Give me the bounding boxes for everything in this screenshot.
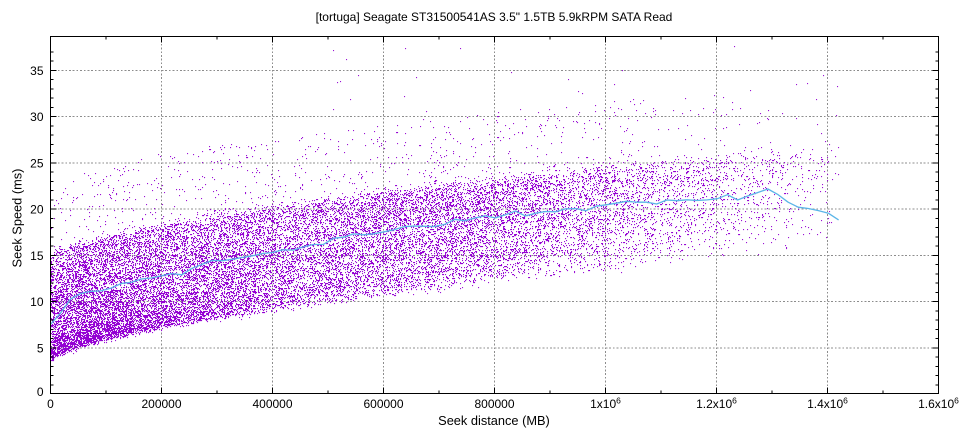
svg-text:1x106: 1x106 — [590, 396, 621, 412]
svg-text:Seek distance (MB): Seek distance (MB) — [438, 413, 550, 428]
svg-text:0: 0 — [47, 397, 54, 411]
svg-text:30: 30 — [30, 110, 44, 124]
svg-text:1.4x106: 1.4x106 — [807, 396, 848, 412]
svg-text:800000: 800000 — [474, 397, 514, 411]
svg-text:400000: 400000 — [252, 397, 292, 411]
svg-text:[tortuga] Seagate ST31500541AS: [tortuga] Seagate ST31500541AS 3.5" 1.5T… — [316, 10, 673, 24]
svg-text:1.6x106: 1.6x106 — [918, 396, 959, 412]
svg-text:0: 0 — [37, 385, 44, 399]
svg-text:Seek Speed (ms): Seek Speed (ms) — [10, 169, 25, 268]
svg-text:600000: 600000 — [363, 397, 403, 411]
svg-text:15: 15 — [30, 249, 44, 263]
svg-text:200000: 200000 — [141, 397, 181, 411]
svg-text:10: 10 — [30, 295, 44, 309]
svg-text:20: 20 — [30, 203, 44, 217]
svg-text:25: 25 — [30, 156, 44, 170]
svg-text:1.2x106: 1.2x106 — [696, 396, 737, 412]
svg-text:5: 5 — [37, 341, 44, 355]
svg-text:35: 35 — [30, 64, 44, 78]
